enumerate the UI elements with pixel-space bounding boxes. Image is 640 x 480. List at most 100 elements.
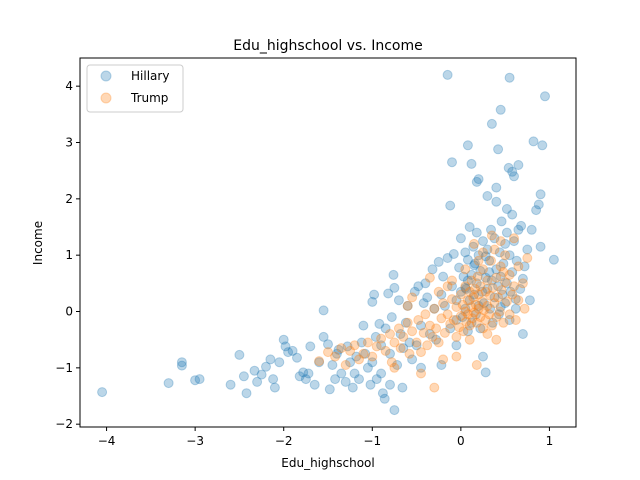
point-hillary-2 — [176, 360, 187, 371]
point-hillary-53 — [369, 289, 380, 300]
point-hillary-196 — [504, 315, 515, 325]
point-hillary-68 — [389, 405, 400, 416]
point-hillary-33 — [324, 384, 335, 395]
point-hillary-65 — [386, 312, 397, 323]
point-trump-49 — [460, 306, 471, 317]
point-hillary-15 — [268, 374, 279, 385]
point-hillary-48 — [360, 348, 371, 359]
point-hillary-145 — [495, 271, 506, 282]
y-axis-label: Income — [31, 221, 45, 265]
point-hillary-105 — [458, 271, 469, 282]
point-hillary-86 — [424, 329, 435, 339]
point-hillary-174 — [535, 241, 546, 252]
point-trump-35 — [438, 298, 449, 309]
point-hillary-78 — [409, 286, 420, 297]
point-trump-114 — [464, 334, 475, 345]
point-hillary-162 — [513, 160, 524, 170]
point-trump-46 — [457, 299, 468, 310]
point-trump-24 — [413, 315, 424, 325]
point-trump-113 — [451, 351, 462, 362]
points-layer — [97, 69, 559, 416]
point-trump-23 — [411, 337, 422, 348]
point-trump-16 — [389, 337, 400, 348]
point-hillary-147 — [497, 289, 508, 300]
point-trump-76 — [484, 309, 495, 320]
point-hillary-81 — [416, 320, 426, 331]
point-trump-83 — [491, 312, 502, 323]
point-trump-75 — [482, 300, 493, 311]
point-hillary-101 — [454, 262, 465, 273]
point-hillary-186 — [473, 174, 484, 185]
point-hillary-30 — [318, 331, 329, 342]
point-hillary-143 — [493, 309, 504, 320]
point-hillary-135 — [486, 224, 496, 235]
point-trump-118 — [416, 368, 426, 379]
point-hillary-89 — [431, 334, 442, 345]
point-hillary-179 — [504, 72, 515, 83]
point-trump-51 — [462, 295, 473, 306]
y-tick-label: 0 — [65, 305, 73, 319]
point-hillary-136 — [486, 275, 497, 286]
point-trump-12 — [376, 333, 387, 344]
point-trump-80 — [487, 282, 498, 293]
point-hillary-22 — [292, 352, 302, 363]
point-hillary-32 — [323, 339, 333, 350]
point-hillary-69 — [392, 360, 403, 370]
point-hillary-148 — [498, 258, 509, 269]
point-trump-87 — [495, 261, 506, 272]
point-hillary-129 — [480, 272, 491, 283]
point-hillary-17 — [274, 357, 285, 368]
point-hillary-106 — [460, 247, 471, 258]
point-hillary-45 — [354, 374, 364, 385]
point-trump-90 — [500, 277, 511, 288]
point-hillary-63 — [385, 348, 395, 359]
point-hillary-114 — [466, 317, 477, 328]
point-hillary-92 — [436, 360, 447, 370]
point-hillary-88 — [429, 303, 440, 314]
point-trump-56 — [466, 275, 477, 286]
point-hillary-75 — [402, 300, 413, 311]
point-hillary-121 — [473, 300, 484, 311]
point-trump-102 — [519, 303, 530, 314]
point-trump-28 — [422, 340, 433, 351]
point-hillary-192 — [491, 182, 502, 193]
point-hillary-200 — [451, 315, 462, 325]
point-hillary-71 — [395, 329, 406, 339]
point-trump-50 — [461, 316, 472, 327]
point-trump-66 — [475, 312, 486, 323]
point-hillary-96 — [445, 323, 456, 334]
point-hillary-84 — [420, 278, 431, 289]
point-hillary-202 — [480, 251, 491, 262]
point-hillary-14 — [265, 354, 276, 365]
point-hillary-159 — [509, 236, 519, 247]
point-hillary-66 — [388, 269, 399, 280]
point-trump-78 — [486, 255, 496, 266]
point-hillary-100 — [451, 340, 462, 351]
point-trump-93 — [504, 269, 515, 280]
point-hillary-35 — [330, 374, 341, 385]
point-hillary-36 — [331, 348, 342, 359]
y-tick-label: 2 — [65, 192, 73, 206]
point-trump-96 — [509, 233, 519, 244]
x-tick-label: −1 — [363, 434, 381, 448]
point-hillary-1 — [163, 378, 174, 389]
point-hillary-104 — [457, 312, 468, 323]
point-hillary-16 — [269, 382, 280, 393]
y-tick-label: 1 — [65, 248, 73, 262]
point-hillary-142 — [493, 281, 504, 292]
point-trump-108 — [447, 275, 457, 286]
point-trump-26 — [418, 327, 429, 338]
point-trump-120 — [471, 360, 482, 370]
point-trump-64 — [473, 303, 484, 314]
point-hillary-173 — [535, 189, 546, 200]
point-trump-70 — [478, 264, 488, 275]
y-tick-label: −1 — [55, 361, 73, 375]
point-hillary-113 — [466, 269, 477, 280]
point-trump-11 — [371, 341, 382, 352]
point-hillary-175 — [537, 140, 548, 151]
point-hillary-67 — [389, 282, 400, 293]
point-hillary-153 — [503, 162, 514, 173]
legend-marker-hillary — [100, 70, 112, 82]
point-hillary-50 — [365, 379, 376, 390]
point-hillary-177 — [548, 254, 559, 265]
